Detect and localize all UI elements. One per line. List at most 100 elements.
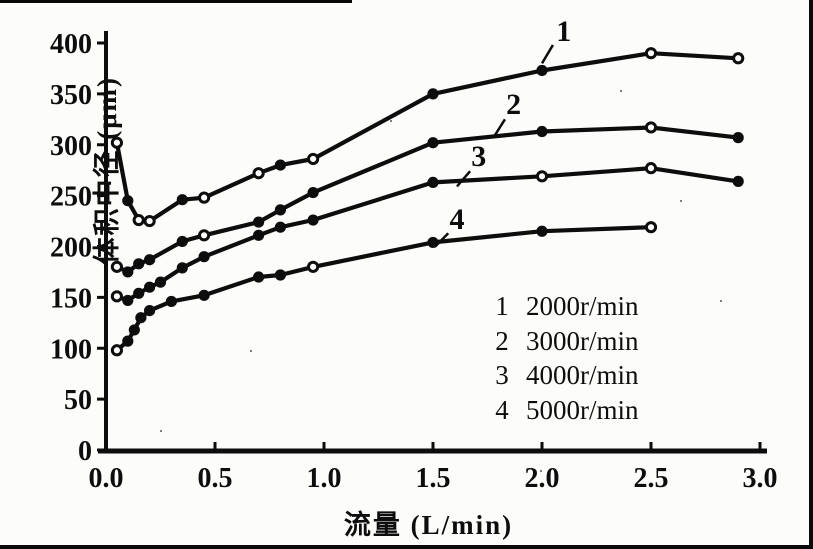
- series-1-data-point: [644, 47, 658, 60]
- x-tick-label: 1.5: [416, 463, 451, 494]
- series-3-data-point: [154, 276, 167, 288]
- legend-series-label: 3000r/min: [526, 325, 639, 356]
- curve-4-leader-line: [434, 232, 450, 248]
- y-axis-title: 体积中径 (μm): [91, 75, 122, 265]
- curve-3-number-label: 3: [471, 140, 486, 173]
- series-4-data-point: [135, 312, 147, 324]
- x-tick-label: 2.0: [525, 463, 560, 494]
- series-4-data-point: [165, 295, 177, 308]
- series-3-data-point: [198, 251, 210, 263]
- series-1-data-point: [176, 194, 188, 206]
- series-2-line: [114, 125, 741, 274]
- series-1-data-point: [132, 213, 145, 227]
- series-1-data-point: [427, 88, 439, 100]
- series-3-data-point: [644, 162, 658, 175]
- series-1-data-point: [536, 64, 548, 77]
- series-2-data-point: [427, 137, 439, 149]
- x-tick-label: 3.0: [743, 463, 778, 494]
- series-1-data-point: [252, 167, 265, 180]
- scan-speck: [250, 350, 252, 352]
- scan-artifact-top-edge: [0, 0, 352, 3]
- legend-row: 1 2000r/min: [494, 289, 639, 324]
- y-tick-label: 350: [50, 80, 92, 111]
- series-4-data-point: [536, 225, 548, 237]
- series-3-data-point: [133, 287, 145, 299]
- series-4-data-point: [110, 344, 124, 357]
- series-3-data-point: [307, 214, 319, 226]
- y-tick-label: 300: [50, 131, 92, 162]
- y-tick-label: 200: [50, 233, 92, 264]
- series-1-data-point: [198, 191, 211, 204]
- series-1-data-point: [732, 52, 745, 65]
- series-2-data-point: [307, 186, 319, 199]
- y-tick-label: 0: [78, 436, 92, 467]
- series-3-data-point: [732, 175, 744, 187]
- series-2-data-point: [110, 260, 124, 273]
- series-2-data-point: [274, 204, 286, 216]
- series-4-data-point: [198, 289, 210, 301]
- curve-2-number-label: 2: [506, 88, 521, 121]
- series-1-line: [114, 51, 741, 224]
- series-4-data-point: [122, 335, 134, 347]
- scan-speck: [160, 430, 162, 432]
- series-1-data-point: [274, 159, 286, 171]
- series-4-data-point: [253, 271, 265, 283]
- series-4-data-point: [144, 305, 156, 317]
- x-tick-label: 0.5: [198, 463, 233, 494]
- series-2-data-point: [732, 132, 744, 144]
- y-tick-label: 400: [50, 29, 92, 60]
- y-tick-label: 150: [50, 283, 92, 314]
- series-3-data-point: [427, 176, 439, 188]
- series-3-data-point: [535, 170, 549, 183]
- series-4-data-point: [644, 221, 658, 234]
- series-2-data-point: [198, 229, 211, 242]
- series-1-data-point: [122, 195, 134, 207]
- legend: 1 2000r/min 2 3000r/min 3 4000r/min 4 50…: [494, 289, 639, 428]
- curve-2-leader-line: [492, 118, 506, 138]
- scan-artifact-right-edge: [809, 0, 813, 549]
- y-tick-label: 100: [50, 334, 92, 365]
- series-2-data-point: [144, 254, 156, 266]
- series-3-data-point: [253, 229, 265, 241]
- series-3-data-point: [144, 281, 156, 293]
- series-4-data-point: [307, 260, 320, 273]
- series-2-data-point: [176, 235, 188, 248]
- legend-series-label: 4000r/min: [526, 360, 639, 390]
- series-1-data-point: [110, 136, 124, 149]
- series-1-data-point: [307, 152, 320, 166]
- series-3-data-point: [176, 262, 188, 274]
- legend-series-number: 3: [495, 360, 509, 390]
- x-axis-title: 流量 (L/min): [343, 510, 514, 540]
- series-2-data-point: [253, 216, 265, 228]
- series-3-data-point: [110, 290, 124, 303]
- series-3-data-point: [122, 294, 134, 307]
- scan-speck: [390, 120, 392, 122]
- legend-row: 2 3000r/min: [494, 324, 639, 359]
- legend-row: 3 4000r/min: [494, 358, 639, 393]
- scan-speck: [540, 470, 542, 472]
- curve-1-number-label: 1: [556, 15, 571, 48]
- legend-series-number: 4: [495, 394, 509, 425]
- y-tick-label: 50: [64, 385, 92, 416]
- series-4-data-point: [128, 324, 140, 336]
- scan-artifact-bottom-edge: [0, 545, 813, 549]
- x-tick-label: 1.0: [307, 463, 342, 494]
- series-3-data-point: [274, 221, 286, 233]
- series-2-data-point: [644, 121, 658, 134]
- curve-1-leader-line: [540, 44, 554, 64]
- series-2-data-point: [536, 125, 548, 138]
- y-tick-label: 250: [50, 182, 92, 213]
- curve-4-number-label: 4: [449, 203, 464, 236]
- legend-row: 4 5000r/min: [494, 393, 639, 428]
- curve-3-leader-line: [456, 170, 472, 188]
- scan-speck: [680, 200, 682, 202]
- scan-speck: [720, 300, 722, 302]
- legend-series-label: 2000r/min: [526, 291, 639, 321]
- legend-series-number: 2: [495, 325, 509, 356]
- scan-speck: [620, 90, 622, 92]
- legend-series-label: 5000r/min: [526, 394, 639, 425]
- series-2-data-point: [122, 266, 134, 278]
- x-tick-label: 0.0: [89, 463, 124, 494]
- series-2-data-point: [133, 258, 145, 270]
